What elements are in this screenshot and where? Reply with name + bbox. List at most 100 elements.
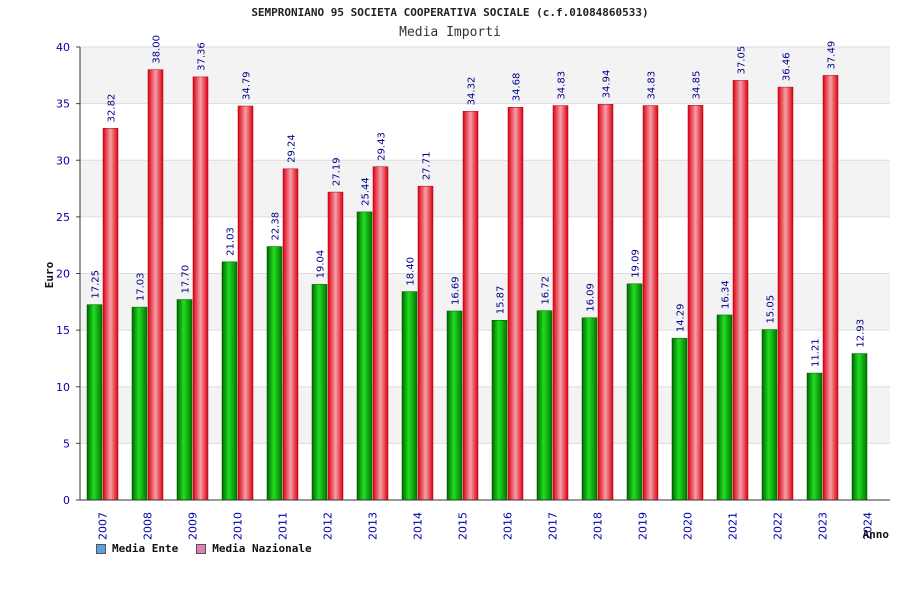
data-label: 16.09 <box>586 283 597 312</box>
bar-ente <box>131 306 148 501</box>
bar-ente <box>626 283 643 501</box>
x-tick-label: 2011 <box>277 512 290 540</box>
x-axis-label: Anno <box>863 528 890 541</box>
data-label: 27.19 <box>332 157 343 186</box>
bar-ente <box>401 291 418 501</box>
plot-band <box>80 103 890 161</box>
y-tick-label: 40 <box>56 41 70 54</box>
bar-nazionale <box>732 80 749 501</box>
data-label: 34.79 <box>242 71 253 100</box>
x-tick-label: 2017 <box>547 512 560 540</box>
plot-band <box>80 330 890 387</box>
data-label: 34.68 <box>512 73 523 102</box>
bar-nazionale <box>237 105 254 501</box>
data-label: 37.05 <box>737 46 748 75</box>
y-tick-label: 25 <box>56 211 70 224</box>
x-tick-label: 2009 <box>187 512 200 540</box>
bar-ente <box>356 211 373 501</box>
data-label: 21.03 <box>226 227 237 256</box>
x-tick-label: 2018 <box>592 512 605 540</box>
bar-nazionale <box>552 105 569 501</box>
data-label: 17.70 <box>181 265 192 294</box>
bar-nazionale <box>597 104 614 501</box>
bars <box>86 69 868 501</box>
data-label: 19.04 <box>316 250 327 279</box>
x-tick-label: 2013 <box>367 512 380 540</box>
x-tick-label: 2022 <box>772 512 785 540</box>
bar-nazionale <box>462 111 479 501</box>
y-tick-label: 0 <box>63 494 70 507</box>
data-label: 34.32 <box>467 77 478 106</box>
bar-nazionale <box>777 86 794 501</box>
x-tick-label: 2010 <box>232 512 245 540</box>
bar-nazionale <box>192 76 209 501</box>
plot-background <box>80 47 890 500</box>
bar-ente <box>671 337 688 501</box>
data-label: 16.72 <box>541 276 552 305</box>
data-label: 25.44 <box>361 177 372 206</box>
chart-title: SEMPRONIANO 95 SOCIETA COOPERATIVA SOCIA… <box>251 6 649 19</box>
bar-nazionale <box>147 69 164 501</box>
data-label: 27.71 <box>422 152 433 181</box>
y-tick-label: 5 <box>63 437 70 450</box>
x-tick-label: 2023 <box>817 512 830 540</box>
y-tick-label: 35 <box>56 98 70 111</box>
data-label: 34.94 <box>602 70 613 99</box>
bar-ente <box>446 310 463 501</box>
data-label: 37.49 <box>827 41 838 70</box>
bar-ente <box>581 317 598 501</box>
data-label: 38.00 <box>152 35 163 64</box>
x-tick-label: 2019 <box>637 512 650 540</box>
data-label: 15.05 <box>766 295 777 324</box>
y-tick-label: 20 <box>56 268 70 281</box>
bar-nazionale <box>507 106 524 501</box>
data-label: 17.25 <box>91 270 102 299</box>
bar-ente <box>221 261 238 501</box>
bar-ente <box>536 310 553 501</box>
x-tick-label: 2021 <box>727 512 740 540</box>
chart-subtitle: Media Importi <box>399 25 501 40</box>
x-tick-label: 2020 <box>682 512 695 540</box>
bar-ente <box>716 314 733 501</box>
bar-ente <box>761 329 778 501</box>
legend-item-nazionale: Media Nazionale <box>196 542 312 555</box>
data-label: 29.43 <box>377 132 388 161</box>
bar-ente <box>266 246 283 501</box>
bar-nazionale <box>417 185 434 501</box>
data-label: 11.21 <box>811 338 822 367</box>
data-label: 16.69 <box>451 276 462 305</box>
legend-label-ente: Media Ente <box>112 542 179 555</box>
bar-nazionale <box>822 75 839 501</box>
data-label: 32.82 <box>107 94 118 123</box>
data-label: 29.24 <box>287 134 298 163</box>
bar-nazionale <box>282 168 299 501</box>
bar-ente <box>806 372 823 501</box>
bar-nazionale <box>687 105 704 501</box>
data-label: 22.38 <box>271 212 282 241</box>
plot-band <box>80 47 890 104</box>
legend-swatch-nazionale <box>196 543 207 554</box>
data-label: 14.29 <box>676 304 687 333</box>
bar-ente <box>311 284 328 501</box>
data-label: 37.36 <box>197 42 208 71</box>
x-tick-label: 2016 <box>502 512 515 540</box>
data-labels: 17.25 32.82 17.03 38.00 17.70 37.36 21.03 34.79… <box>91 35 867 367</box>
data-label: 17.03 <box>136 272 147 301</box>
data-label: 12.93 <box>856 319 867 348</box>
legend-swatch-ente <box>96 543 106 554</box>
bar-nazionale <box>642 105 659 501</box>
bar-ente <box>86 304 103 501</box>
plot-band <box>80 443 890 500</box>
bar-nazionale <box>327 191 344 501</box>
plot-band <box>80 386 890 444</box>
y-axis-label: Euro <box>43 261 56 288</box>
y-tick-label: 30 <box>56 154 70 167</box>
y-tick-label: 10 <box>56 381 70 394</box>
bar-ente <box>491 320 508 501</box>
data-label: 34.83 <box>557 71 568 100</box>
legend-label-nazionale: Media Nazionale <box>212 542 312 555</box>
x-tick-label: 2007 <box>97 512 110 540</box>
bar-nazionale <box>102 128 119 501</box>
x-tick-label: 2012 <box>322 512 335 540</box>
x-tick-label: 2014 <box>412 512 425 540</box>
